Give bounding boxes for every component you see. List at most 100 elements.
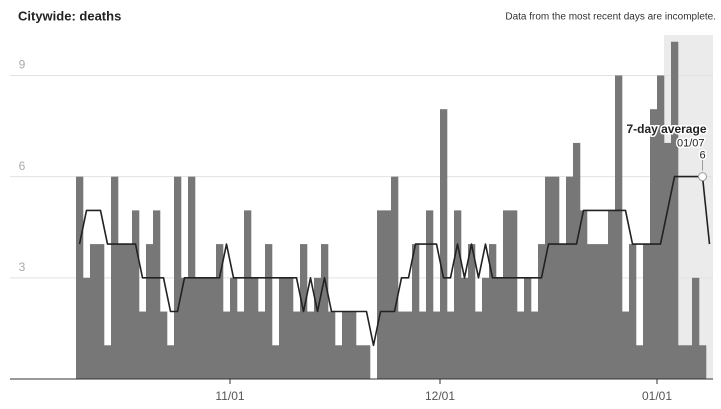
bar (307, 311, 315, 379)
x-tick-label: 12/01 (425, 389, 455, 403)
bar (83, 277, 91, 379)
bar (230, 277, 238, 379)
bar (363, 345, 371, 379)
bar (195, 277, 203, 379)
annotation-date: 01/07 (677, 138, 705, 150)
bar (524, 277, 532, 379)
bar (356, 345, 364, 379)
bar (181, 277, 189, 379)
y-tick-label: 6 (19, 159, 26, 173)
bar (349, 311, 357, 379)
bar (580, 210, 588, 379)
bar (251, 277, 259, 379)
bar (286, 277, 294, 379)
bar (412, 244, 420, 379)
bar (279, 277, 287, 379)
bar (314, 277, 322, 379)
annotation-value: 6 (699, 150, 705, 162)
bar (321, 244, 329, 379)
bar (104, 345, 112, 379)
bar (377, 210, 385, 379)
bar (146, 244, 154, 379)
bar (433, 311, 441, 379)
bar (125, 244, 133, 379)
bar (531, 311, 539, 379)
bar (265, 244, 273, 379)
bar (482, 277, 490, 379)
bar (678, 345, 686, 379)
bar (237, 311, 245, 379)
bar (223, 311, 231, 379)
bar (174, 176, 182, 379)
bar (216, 244, 224, 379)
x-tick-label: 11/01 (215, 389, 244, 403)
x-tick-label: 01/01 (642, 389, 672, 403)
bar (622, 311, 630, 379)
bar (461, 277, 469, 379)
bar (671, 41, 679, 380)
bar (90, 244, 98, 379)
bar (573, 142, 581, 379)
bar (566, 176, 574, 379)
bar (258, 311, 266, 379)
bar (657, 75, 665, 380)
bar (132, 210, 140, 379)
bar (335, 345, 343, 379)
average-line (78, 175, 711, 347)
bar (153, 210, 161, 379)
bar (468, 244, 476, 379)
bar (454, 210, 462, 379)
bar (440, 109, 448, 379)
bar (139, 311, 147, 379)
bar (160, 311, 168, 379)
bar (699, 345, 707, 379)
y-tick-label: 9 (19, 58, 26, 72)
bar (643, 244, 651, 379)
bar (391, 176, 399, 379)
bar (328, 311, 336, 379)
bar (629, 244, 637, 379)
bar (272, 345, 280, 379)
chart-note: Data from the most recent days are incom… (505, 12, 716, 23)
bar (419, 311, 427, 379)
bar (475, 311, 483, 379)
bar (384, 210, 392, 379)
bar (559, 244, 567, 379)
bar (447, 311, 455, 379)
bar (594, 244, 602, 379)
bar (608, 210, 616, 379)
y-tick-label: 3 (19, 260, 26, 274)
bar (489, 244, 497, 379)
bar (405, 311, 413, 379)
bar (503, 210, 511, 379)
bar (552, 176, 560, 379)
bar (76, 176, 84, 379)
bar (510, 210, 518, 379)
bar (398, 311, 406, 379)
bar (244, 210, 252, 379)
bar (496, 277, 504, 379)
bar (538, 244, 546, 379)
bar (587, 244, 595, 379)
bar (293, 311, 301, 379)
chart-title: Citywide: deaths (18, 8, 121, 23)
bar (118, 244, 126, 379)
annotation-label: 7-day average (626, 122, 706, 136)
bar (615, 75, 623, 380)
bar (636, 345, 644, 379)
bar (342, 311, 350, 379)
bar (167, 345, 175, 379)
bar (426, 210, 434, 379)
bar (517, 311, 525, 379)
bar (545, 176, 553, 379)
bar (209, 277, 217, 379)
bar (601, 244, 609, 379)
bar (202, 277, 210, 379)
bar (97, 244, 105, 379)
bar (664, 142, 672, 379)
bar (111, 176, 119, 379)
bar (692, 277, 700, 379)
bar (685, 345, 693, 379)
annotation-marker (698, 172, 707, 182)
